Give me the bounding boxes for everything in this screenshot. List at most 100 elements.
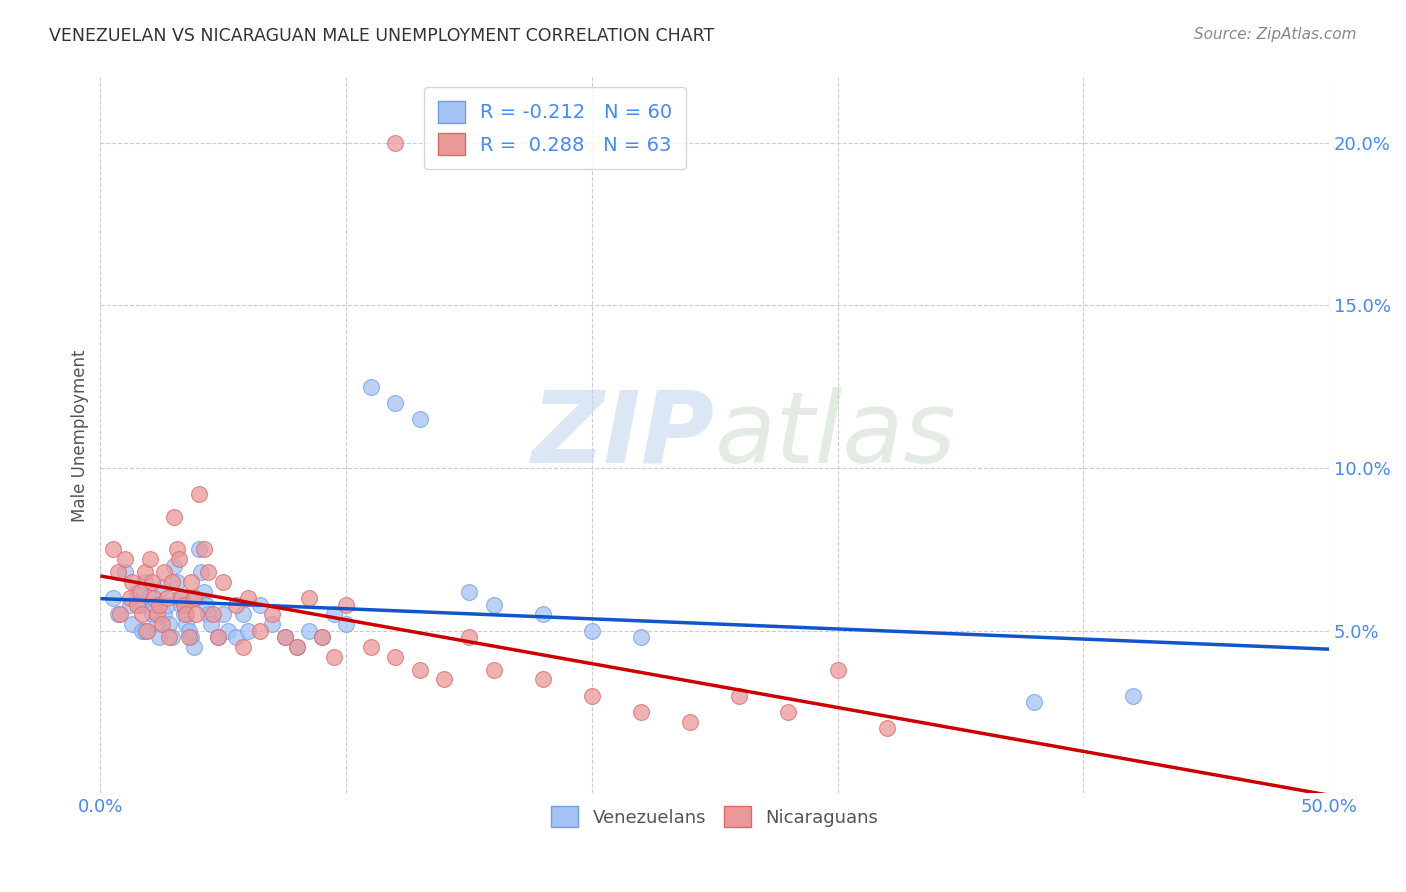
Point: [177, 624, 200, 638]
Point: [176, 617, 198, 632]
Point: [157, 630, 180, 644]
Point: [458, 584, 481, 599]
Point: [141, 574, 163, 589]
Point: [146, 607, 169, 622]
Point: [180, 574, 202, 589]
Point: [134, 574, 156, 589]
Point: [128, 584, 150, 599]
Point: [108, 607, 131, 622]
Point: [170, 598, 193, 612]
Point: [285, 640, 308, 654]
Point: [107, 565, 129, 579]
Point: [153, 607, 176, 622]
Point: [207, 630, 229, 644]
Point: [1024, 695, 1046, 709]
Point: [273, 630, 295, 644]
Point: [160, 630, 183, 644]
Point: [128, 598, 150, 612]
Point: [384, 649, 406, 664]
Point: [114, 565, 136, 579]
Point: [193, 584, 215, 599]
Point: [236, 591, 259, 606]
Point: [232, 640, 254, 654]
Legend: Venezuelans, Nicaraguans: Venezuelans, Nicaraguans: [544, 799, 886, 834]
Point: [157, 617, 180, 632]
Point: [335, 598, 357, 612]
Point: [311, 630, 333, 644]
Point: [131, 607, 153, 622]
Point: [311, 630, 333, 644]
Point: [173, 607, 195, 622]
Point: [482, 663, 505, 677]
Point: [360, 379, 382, 393]
Point: [262, 607, 284, 622]
Point: [163, 509, 186, 524]
Point: [186, 591, 208, 606]
Point: [180, 630, 202, 644]
Point: [141, 607, 163, 622]
Point: [138, 552, 160, 566]
Point: [131, 624, 153, 638]
Point: [200, 617, 222, 632]
Point: [232, 607, 254, 622]
Point: [138, 591, 160, 606]
Point: [134, 624, 156, 638]
Point: [531, 673, 554, 687]
Point: [118, 591, 141, 606]
Point: [148, 598, 170, 612]
Point: [197, 565, 219, 579]
Text: ZIP: ZIP: [531, 387, 714, 483]
Point: [173, 598, 195, 612]
Point: [160, 574, 183, 589]
Point: [183, 591, 205, 606]
Point: [225, 598, 247, 612]
Point: [581, 624, 603, 638]
Point: [150, 617, 173, 632]
Point: [212, 607, 235, 622]
Point: [384, 136, 406, 150]
Point: [143, 598, 166, 612]
Point: [249, 598, 271, 612]
Point: [262, 617, 284, 632]
Point: [335, 617, 357, 632]
Point: [146, 617, 169, 632]
Point: [298, 624, 321, 638]
Point: [101, 591, 124, 606]
Point: [298, 591, 321, 606]
Point: [433, 673, 456, 687]
Point: [322, 607, 344, 622]
Y-axis label: Male Unemployment: Male Unemployment: [72, 349, 89, 522]
Point: [728, 689, 751, 703]
Point: [166, 574, 188, 589]
Point: [187, 542, 209, 557]
Point: [322, 649, 344, 664]
Point: [156, 591, 179, 606]
Point: [167, 591, 190, 606]
Point: [827, 663, 849, 677]
Point: [153, 565, 176, 579]
Point: [225, 630, 247, 644]
Point: [531, 607, 554, 622]
Point: [170, 591, 193, 606]
Point: [1121, 689, 1143, 703]
Point: [186, 607, 208, 622]
Point: [150, 582, 173, 596]
Point: [190, 565, 212, 579]
Point: [482, 598, 505, 612]
Point: [187, 487, 209, 501]
Point: [273, 630, 295, 644]
Point: [197, 607, 219, 622]
Point: [249, 624, 271, 638]
Point: [143, 591, 166, 606]
Point: [118, 598, 141, 612]
Point: [166, 542, 188, 557]
Point: [136, 624, 159, 638]
Point: [409, 663, 432, 677]
Point: [177, 630, 200, 644]
Point: [409, 412, 432, 426]
Point: [236, 624, 259, 638]
Point: [156, 598, 179, 612]
Point: [127, 584, 149, 599]
Point: [212, 574, 235, 589]
Text: VENEZUELAN VS NICARAGUAN MALE UNEMPLOYMENT CORRELATION CHART: VENEZUELAN VS NICARAGUAN MALE UNEMPLOYME…: [49, 27, 714, 45]
